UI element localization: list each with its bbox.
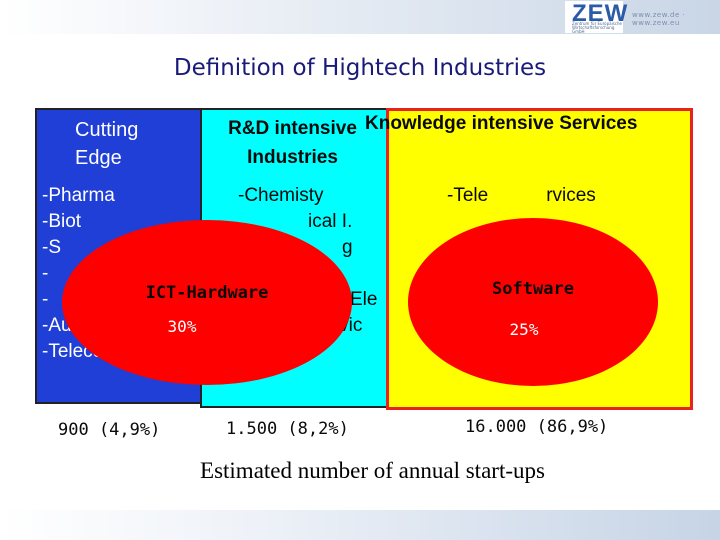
cutting-edge-count: 900 (4,9%) — [58, 420, 161, 440]
footer-bar — [0, 510, 720, 540]
logo-subtitle: Zentrum für Europäische Wirtschaftsforsc… — [572, 21, 622, 34]
list-item: -S — [42, 237, 61, 258]
list-item: -Pharma — [42, 185, 115, 206]
list-item: -Au — [42, 315, 72, 336]
rd-intensive-heading-line1: R&D intensive — [228, 118, 357, 139]
zew-logo: ZEW — [572, 0, 629, 27]
list-item: -Tele — [447, 185, 489, 206]
list-item: -Biot — [42, 211, 82, 232]
list-item: -Chemisty — [238, 185, 324, 206]
cutting-edge-heading-line1: Cutting — [75, 119, 139, 141]
list-item: - — [42, 289, 49, 310]
rd-intensive-heading-line2: Industries — [247, 147, 338, 168]
logo-background — [565, 1, 623, 33]
knowledge-services-heading: Knowledge intensive Services — [365, 113, 638, 134]
ict-hardware-label: ICT-Hardware — [145, 283, 269, 303]
ict-hardware-circle — [62, 220, 352, 385]
list-item: g — [342, 237, 353, 258]
knowledge-services-list: -Tele rvices — [447, 183, 596, 209]
list-item: Ele — [350, 289, 378, 310]
list-item: ical I. — [308, 211, 353, 232]
cutting-edge-heading-line2: Edge — [75, 147, 122, 169]
header-url: www.zew.de · www.zew.eu — [632, 11, 686, 27]
caption: Estimated number of annual start-ups — [200, 458, 545, 483]
list-item: rvices — [546, 185, 596, 206]
rd-intensive-heading: R&D intensive Industries — [205, 114, 380, 172]
software-share: 25% — [509, 320, 539, 339]
rd-intensive-count: 1.500 (8,2%) — [226, 419, 349, 439]
list-item: - — [42, 263, 49, 284]
knowledge-services-count: 16.000 (86,9%) — [465, 417, 609, 437]
software-circle — [408, 218, 658, 386]
ict-hardware-share: 30% — [167, 317, 197, 336]
cutting-edge-heading: Cutting Edge — [75, 116, 138, 172]
software-label: Software — [492, 279, 574, 299]
slide-title: Definition of Hightech Industries — [173, 55, 547, 81]
